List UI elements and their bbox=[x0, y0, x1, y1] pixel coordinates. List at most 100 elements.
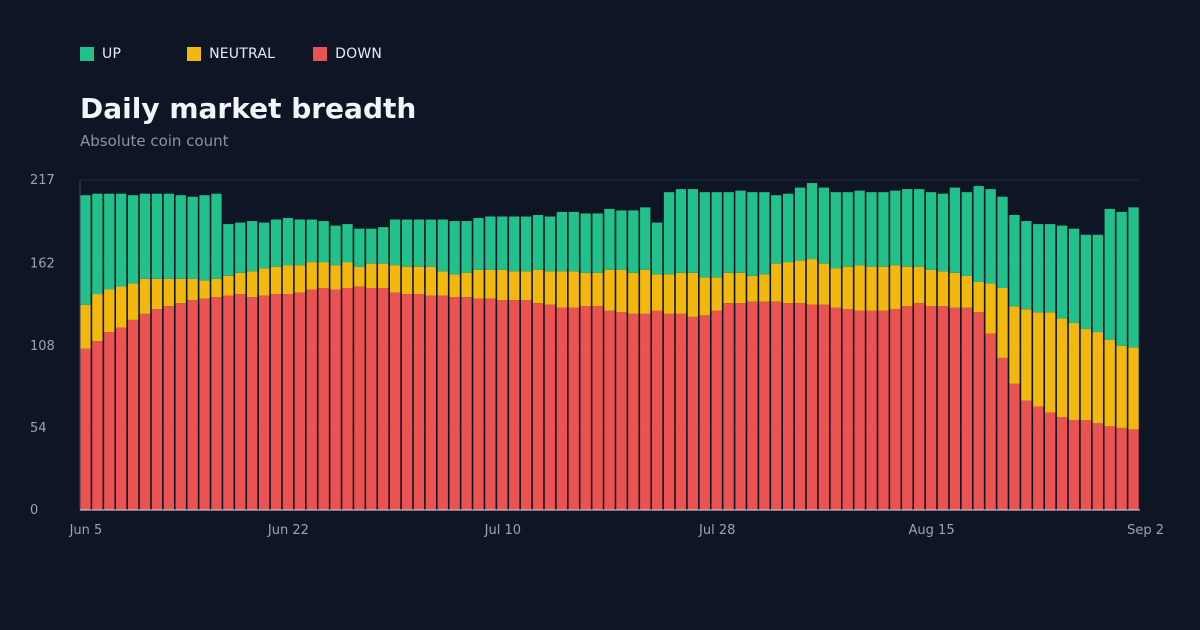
bar-segment-neutral[interactable] bbox=[1068, 322, 1080, 421]
bar-segment-down[interactable] bbox=[842, 309, 853, 510]
bar-segment-down[interactable] bbox=[818, 304, 830, 510]
bar-segment-up[interactable] bbox=[306, 219, 317, 263]
bar-segment-neutral[interactable] bbox=[628, 272, 639, 314]
bar-segment-neutral[interactable] bbox=[890, 265, 901, 310]
bar-segment-up[interactable] bbox=[199, 195, 210, 281]
bar-segment-neutral[interactable] bbox=[771, 263, 782, 302]
bar-segment-down[interactable] bbox=[890, 309, 901, 510]
bar-segment-up[interactable] bbox=[223, 224, 234, 276]
bar-segment-up[interactable] bbox=[354, 228, 365, 267]
bar-segment-neutral[interactable] bbox=[413, 266, 425, 295]
bar-segment-up[interactable] bbox=[473, 218, 484, 270]
bar-segment-neutral[interactable] bbox=[378, 263, 389, 288]
bar-segment-down[interactable] bbox=[294, 292, 305, 510]
bar-segment-neutral[interactable] bbox=[342, 262, 353, 288]
bar-segment-down[interactable] bbox=[127, 319, 139, 510]
bar-segment-up[interactable] bbox=[1033, 224, 1044, 313]
bar-segment-up[interactable] bbox=[961, 192, 972, 276]
bar-segment-neutral[interactable] bbox=[127, 283, 139, 320]
bar-segment-up[interactable] bbox=[783, 193, 794, 263]
bar-segment-neutral[interactable] bbox=[544, 271, 556, 305]
bar-segment-neutral[interactable] bbox=[937, 271, 949, 307]
bar-segment-up[interactable] bbox=[258, 222, 270, 269]
bar-segment-up[interactable] bbox=[723, 192, 734, 273]
bar-segment-up[interactable] bbox=[366, 228, 377, 264]
bar-segment-neutral[interactable] bbox=[794, 260, 806, 304]
bar-segment-up[interactable] bbox=[1068, 228, 1080, 323]
bar-segment-up[interactable] bbox=[568, 211, 579, 272]
bar-segment-down[interactable] bbox=[806, 304, 818, 510]
bar-segment-neutral[interactable] bbox=[735, 272, 746, 304]
bar-segment-down[interactable] bbox=[104, 332, 115, 510]
bar-segment-up[interactable] bbox=[616, 210, 627, 270]
bar-segment-down[interactable] bbox=[1056, 417, 1068, 510]
bar-segment-neutral[interactable] bbox=[818, 263, 830, 305]
bar-segment-down[interactable] bbox=[485, 298, 496, 510]
bar-segment-down[interactable] bbox=[461, 297, 472, 510]
bar-segment-neutral[interactable] bbox=[806, 259, 818, 305]
bar-segment-up[interactable] bbox=[556, 211, 568, 272]
bar-segment-up[interactable] bbox=[318, 221, 329, 263]
bar-segment-down[interactable] bbox=[735, 303, 746, 510]
bar-segment-down[interactable] bbox=[1116, 427, 1127, 510]
bar-segment-up[interactable] bbox=[771, 195, 782, 264]
bar-segment-up[interactable] bbox=[878, 192, 889, 267]
bar-segment-down[interactable] bbox=[687, 316, 699, 510]
bar-segment-down[interactable] bbox=[139, 313, 151, 510]
bar-segment-neutral[interactable] bbox=[520, 271, 532, 301]
bar-segment-neutral[interactable] bbox=[556, 271, 568, 308]
bar-segment-down[interactable] bbox=[663, 313, 675, 510]
bar-segment-neutral[interactable] bbox=[282, 265, 294, 295]
bar-segment-down[interactable] bbox=[366, 287, 377, 510]
bar-segment-up[interactable] bbox=[699, 192, 710, 278]
bar-segment-up[interactable] bbox=[151, 193, 163, 279]
bar-segment-neutral[interactable] bbox=[306, 262, 317, 290]
bar-segment-up[interactable] bbox=[914, 189, 925, 267]
bar-segment-up[interactable] bbox=[378, 227, 389, 264]
bar-segment-neutral[interactable] bbox=[1092, 332, 1103, 424]
bar-segment-down[interactable] bbox=[437, 295, 448, 510]
bar-segment-up[interactable] bbox=[104, 193, 115, 290]
bar-segment-neutral[interactable] bbox=[104, 289, 115, 333]
bar-segment-up[interactable] bbox=[1056, 225, 1068, 319]
bar-segment-up[interactable] bbox=[687, 189, 699, 273]
bar-segment-down[interactable] bbox=[1045, 412, 1056, 510]
bar-segment-up[interactable] bbox=[1104, 208, 1115, 340]
bar-segment-up[interactable] bbox=[651, 222, 663, 275]
bar-segment-up[interactable] bbox=[854, 190, 865, 266]
bar-segment-neutral[interactable] bbox=[151, 278, 163, 310]
bar-segment-neutral[interactable] bbox=[973, 281, 984, 313]
bar-segment-down[interactable] bbox=[509, 300, 520, 510]
bar-segment-down[interactable] bbox=[723, 303, 734, 510]
bar-segment-down[interactable] bbox=[520, 300, 532, 510]
bar-segment-neutral[interactable] bbox=[985, 283, 996, 334]
bar-segment-neutral[interactable] bbox=[1080, 329, 1092, 421]
bar-segment-down[interactable] bbox=[187, 300, 198, 510]
bar-segment-neutral[interactable] bbox=[949, 272, 961, 308]
bar-segment-up[interactable] bbox=[1116, 211, 1127, 346]
bar-segment-up[interactable] bbox=[235, 222, 246, 273]
bar-segment-down[interactable] bbox=[116, 327, 127, 510]
bar-segment-down[interactable] bbox=[628, 313, 639, 510]
bar-segment-up[interactable] bbox=[437, 219, 448, 272]
bar-segment-neutral[interactable] bbox=[1056, 318, 1068, 418]
bar-segment-up[interactable] bbox=[890, 190, 901, 266]
bar-segment-down[interactable] bbox=[711, 310, 722, 510]
bar-segment-neutral[interactable] bbox=[1009, 306, 1020, 384]
bar-segment-up[interactable] bbox=[925, 192, 937, 270]
bar-segment-down[interactable] bbox=[449, 297, 460, 510]
bar-segment-up[interactable] bbox=[937, 193, 949, 272]
bar-segment-neutral[interactable] bbox=[461, 272, 472, 298]
bar-segment-down[interactable] bbox=[937, 306, 949, 510]
bar-segment-up[interactable] bbox=[520, 216, 532, 272]
bar-segment-neutral[interactable] bbox=[437, 271, 448, 296]
bar-segment-neutral[interactable] bbox=[485, 269, 496, 299]
bar-segment-down[interactable] bbox=[401, 294, 413, 510]
bar-segment-down[interactable] bbox=[473, 298, 484, 510]
legend-item-up[interactable]: UP bbox=[80, 46, 121, 62]
bar-segment-down[interactable] bbox=[759, 301, 770, 510]
bar-segment-down[interactable] bbox=[568, 307, 579, 510]
bar-segment-neutral[interactable] bbox=[247, 271, 258, 298]
bar-segment-neutral[interactable] bbox=[1021, 309, 1032, 401]
bar-segment-up[interactable] bbox=[485, 216, 496, 270]
